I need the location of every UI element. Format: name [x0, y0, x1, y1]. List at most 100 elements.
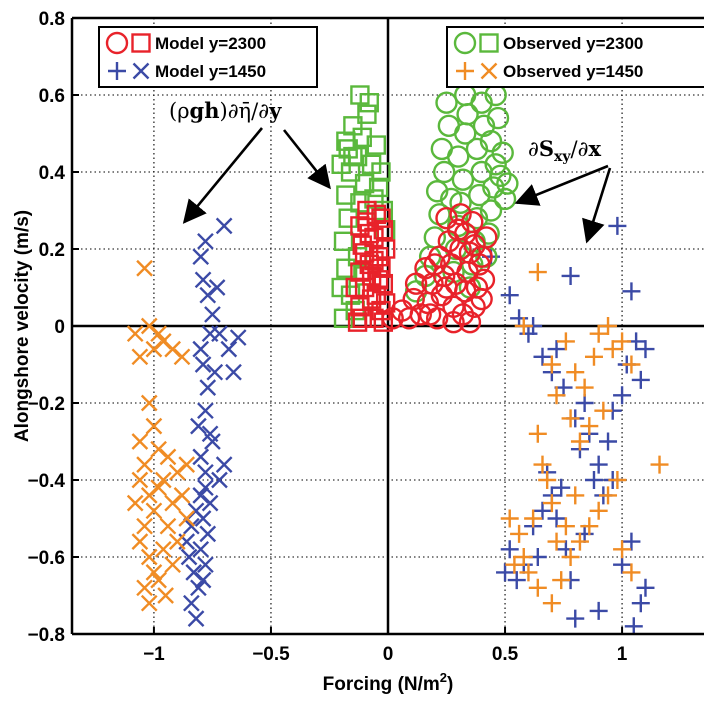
annotation-part: x	[588, 136, 601, 161]
data-point-plus	[524, 509, 543, 528]
data-point-x	[157, 587, 174, 604]
data-point-plus	[575, 394, 594, 412]
data-point-x	[197, 463, 214, 481]
data-point-circle	[482, 176, 505, 199]
legend-marker-circle	[105, 31, 129, 55]
data-point-x	[197, 402, 214, 420]
data-point-square	[368, 177, 389, 198]
annotation-part: /∂	[571, 137, 589, 161]
data-point-plus	[561, 409, 580, 428]
data-point-x	[215, 456, 233, 473]
x-label-end: )	[447, 674, 453, 695]
data-point-x	[187, 610, 205, 627]
data-point-circle	[425, 180, 449, 203]
data-point-square	[373, 312, 394, 332]
data-point-x	[145, 564, 163, 581]
annotation-pressure-gradient: (ρgh)∂η̄/∂y	[169, 98, 282, 123]
data-point-x	[150, 479, 167, 497]
y-tick-label: −0.2	[27, 394, 65, 415]
data-point-x	[145, 417, 163, 435]
data-point-plus	[584, 471, 603, 489]
data-point-square	[364, 250, 384, 271]
data-point-circle	[435, 91, 458, 114]
data-point-plus	[613, 555, 632, 574]
data-point-x	[199, 379, 217, 396]
data-point-x	[136, 456, 153, 473]
data-point-plus	[622, 532, 641, 551]
data-point-plus	[575, 378, 594, 397]
annotation-arrow	[514, 164, 609, 206]
data-point-x	[126, 494, 144, 512]
data-point-circle	[489, 164, 512, 188]
data-point-x	[183, 517, 200, 535]
data-point-square	[352, 308, 372, 328]
data-point-plus	[500, 509, 519, 528]
y-tick-label: 0.4	[39, 163, 66, 184]
data-point-square	[371, 208, 391, 228]
data-point-x	[131, 433, 149, 450]
x-axis-label: Forcing (N/m2)	[323, 670, 454, 695]
data-point-plus	[575, 524, 594, 543]
data-point-plus	[613, 386, 632, 405]
data-point-x	[190, 579, 207, 597]
data-point-circle	[423, 253, 447, 276]
legend-box	[446, 26, 704, 88]
data-point-x	[194, 271, 212, 289]
data-point-x	[173, 487, 191, 504]
data-point-x	[145, 502, 163, 520]
annotation-part: (ρ	[169, 99, 190, 123]
data-point-x	[204, 433, 221, 450]
data-point-circle	[477, 222, 500, 245]
data-point-square	[373, 220, 394, 240]
data-point-square	[361, 289, 382, 309]
data-point-circle	[465, 137, 489, 161]
data-point-x	[197, 556, 214, 574]
legend-label: Observed y=2300	[503, 34, 643, 53]
data-point-circle	[447, 145, 470, 168]
data-point-x	[201, 325, 219, 343]
data-point-square	[375, 293, 396, 313]
data-point-plus	[608, 216, 627, 235]
annotation-arrow	[582, 167, 612, 244]
data-point-x	[159, 517, 177, 535]
data-point-x	[159, 448, 177, 466]
data-point-circle	[435, 206, 458, 230]
data-point-x	[190, 417, 207, 435]
data-point-plus	[599, 317, 618, 335]
data-point-plus	[636, 340, 655, 359]
data-point-x	[173, 348, 191, 366]
legend-marker-square	[131, 33, 151, 53]
data-point-plus	[589, 455, 608, 474]
data-point-plus	[505, 555, 524, 574]
data-point-square	[336, 258, 356, 278]
data-point-circle	[409, 303, 432, 326]
data-point-plus	[507, 571, 526, 590]
legend-label: Observed y=1450	[503, 62, 643, 81]
data-point-plus	[622, 282, 641, 301]
legend-model: Model y=2300 Model y=1450	[98, 26, 318, 88]
data-point-plus	[566, 486, 585, 505]
data-point-x	[131, 348, 149, 366]
x-tick-label: 0	[383, 644, 394, 665]
data-point-square	[350, 85, 370, 105]
data-point-circle	[414, 257, 437, 280]
data-point-plus	[510, 524, 529, 543]
data-point-x	[136, 259, 153, 277]
data-point-plus	[566, 363, 585, 382]
data-point-circle	[435, 276, 458, 299]
data-point-square	[345, 277, 365, 298]
data-point-plus	[589, 501, 608, 520]
annotation-part: gh	[190, 98, 220, 123]
data-point-x	[140, 548, 158, 566]
data-point-plus	[533, 347, 552, 366]
data-point-circle	[479, 199, 503, 222]
data-point-x	[229, 329, 247, 346]
data-point-plus	[580, 517, 599, 536]
legend-marker-x	[480, 62, 498, 80]
data-point-plus	[561, 266, 580, 285]
data-point-plus	[561, 548, 580, 566]
legend-marker-plus	[108, 62, 126, 80]
data-point-circle	[496, 172, 519, 195]
data-points	[126, 83, 669, 634]
data-point-circle	[461, 210, 484, 234]
